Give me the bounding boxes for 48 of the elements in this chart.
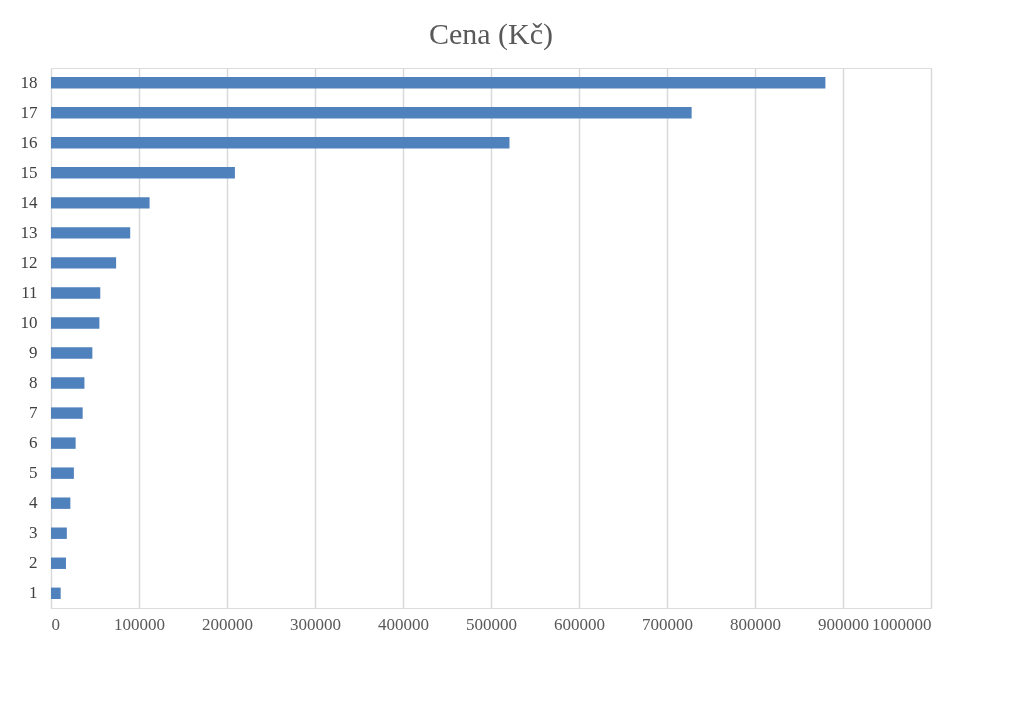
y-tick-label: 3	[29, 523, 38, 543]
y-tick-label: 1	[29, 583, 38, 603]
y-tick-label: 17	[20, 102, 38, 122]
y-tick-label: 8	[29, 373, 38, 393]
bar	[51, 107, 692, 119]
y-tick-label: 13	[20, 222, 38, 242]
y-tick-label: 12	[20, 252, 38, 272]
x-tick-label: 400000	[378, 614, 429, 634]
bar	[51, 317, 100, 329]
y-tick-label: 15	[20, 162, 38, 182]
bar	[51, 467, 74, 479]
bar	[51, 347, 93, 359]
bar	[51, 167, 235, 179]
y-tick-label: 2	[29, 553, 38, 573]
x-tick-label: 800000	[730, 614, 781, 634]
y-tick-label: 10	[20, 312, 38, 332]
bar	[51, 587, 61, 599]
chart-title: Cena (Kč)	[428, 17, 554, 51]
y-tick-label: 16	[20, 132, 38, 152]
y-tick-label: 11	[21, 282, 38, 302]
y-tick-label: 14	[20, 192, 38, 212]
x-tick-label: 100000	[114, 614, 165, 634]
x-tick-label: 0	[51, 614, 60, 634]
bar	[51, 377, 85, 389]
y-tick-label: 5	[29, 463, 38, 483]
bar	[51, 407, 83, 419]
bar	[51, 287, 101, 299]
bar	[51, 497, 71, 509]
y-tick-label: 18	[20, 72, 38, 92]
y-tick-label: 7	[29, 403, 38, 423]
x-tick-label: 600000	[554, 614, 605, 634]
x-tick-label: 700000	[642, 614, 693, 634]
x-tick-label: 900000	[818, 614, 869, 634]
x-tick-label: 1000000	[872, 614, 932, 634]
y-tick-label: 9	[29, 343, 38, 363]
bar	[51, 77, 826, 89]
bar	[51, 227, 131, 239]
x-tick-label: 300000	[290, 614, 341, 634]
bar	[51, 137, 510, 149]
bar	[51, 557, 66, 569]
bar	[51, 527, 67, 539]
bar	[51, 257, 117, 269]
bar	[51, 437, 76, 449]
y-tick-label: 4	[29, 493, 38, 513]
bar	[51, 197, 150, 209]
x-tick-label: 500000	[466, 614, 517, 634]
y-tick-label: 6	[29, 433, 38, 453]
x-tick-label: 200000	[202, 614, 253, 634]
